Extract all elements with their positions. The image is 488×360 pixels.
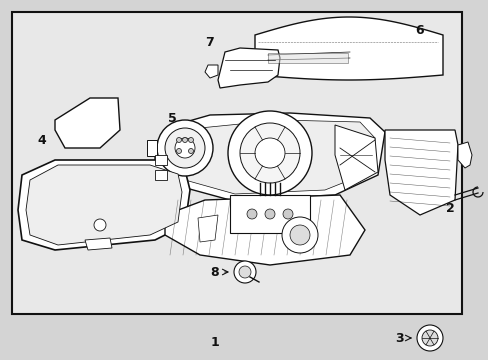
Text: 2: 2 bbox=[445, 202, 453, 215]
Circle shape bbox=[282, 217, 317, 253]
Polygon shape bbox=[55, 98, 120, 148]
Circle shape bbox=[182, 138, 187, 143]
Circle shape bbox=[264, 209, 274, 219]
Circle shape bbox=[240, 123, 299, 183]
Polygon shape bbox=[164, 120, 374, 194]
Polygon shape bbox=[204, 65, 218, 78]
Polygon shape bbox=[254, 17, 442, 80]
Circle shape bbox=[289, 225, 309, 245]
Circle shape bbox=[188, 149, 193, 153]
Bar bbox=[155, 170, 167, 180]
Polygon shape bbox=[18, 160, 190, 250]
Circle shape bbox=[421, 330, 437, 346]
Polygon shape bbox=[85, 238, 112, 250]
Circle shape bbox=[239, 266, 250, 278]
Polygon shape bbox=[147, 140, 157, 156]
Text: 6: 6 bbox=[415, 23, 424, 36]
Circle shape bbox=[176, 149, 181, 153]
Text: 3: 3 bbox=[395, 332, 404, 345]
Circle shape bbox=[176, 138, 181, 143]
Circle shape bbox=[227, 111, 311, 195]
Polygon shape bbox=[334, 125, 377, 190]
Polygon shape bbox=[26, 165, 182, 245]
Text: 5: 5 bbox=[167, 112, 176, 125]
Text: 8: 8 bbox=[210, 266, 219, 279]
Polygon shape bbox=[164, 195, 364, 265]
Circle shape bbox=[175, 138, 195, 158]
Circle shape bbox=[234, 261, 256, 283]
Circle shape bbox=[157, 120, 213, 176]
Circle shape bbox=[164, 128, 204, 168]
Polygon shape bbox=[457, 142, 471, 168]
Polygon shape bbox=[384, 130, 457, 215]
Circle shape bbox=[246, 209, 257, 219]
Circle shape bbox=[94, 219, 106, 231]
Bar bbox=[155, 155, 167, 165]
Bar bbox=[12, 12, 461, 314]
Text: 4: 4 bbox=[38, 134, 46, 147]
Circle shape bbox=[416, 325, 442, 351]
Polygon shape bbox=[218, 48, 280, 88]
Circle shape bbox=[254, 138, 285, 168]
Bar bbox=[229, 195, 309, 233]
Text: 1: 1 bbox=[210, 336, 219, 348]
Polygon shape bbox=[198, 215, 218, 242]
Circle shape bbox=[188, 138, 193, 143]
Polygon shape bbox=[155, 113, 384, 200]
Circle shape bbox=[283, 209, 292, 219]
Text: 7: 7 bbox=[205, 36, 214, 49]
Bar bbox=[267, 53, 347, 63]
